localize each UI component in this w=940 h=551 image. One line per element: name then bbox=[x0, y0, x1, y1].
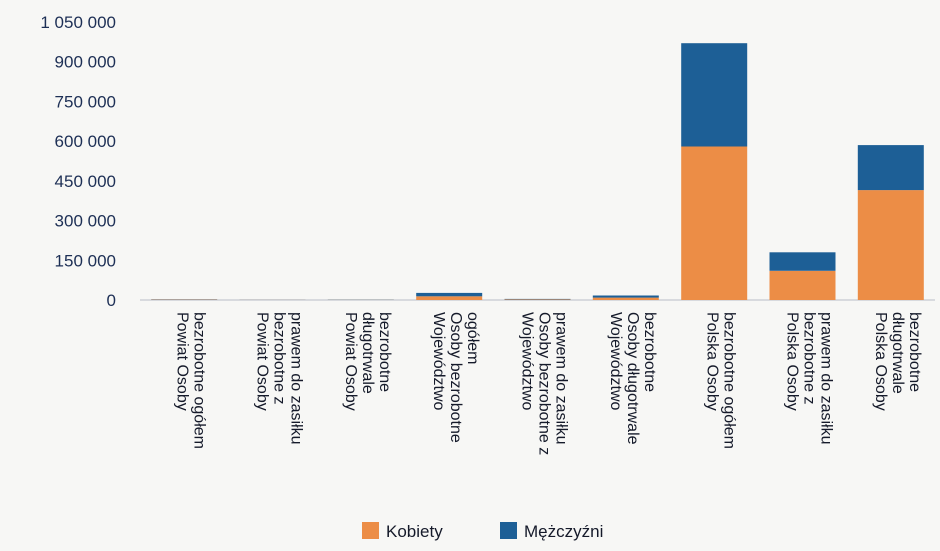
x-category-label: Powiat Osoby długotrwale bezrobotne bbox=[342, 312, 393, 411]
x-tick-label: długotrwale bbox=[359, 312, 376, 394]
x-tick-label: bezrobotne bbox=[376, 312, 393, 392]
x-category-label: Powiat Osoby bezrobotne z prawem do zasiłk… bbox=[254, 312, 305, 445]
y-tick-label: 750 000 bbox=[55, 92, 116, 111]
x-category-label: Polska Osoby bezrobotne z prawem do zasiłk… bbox=[784, 312, 835, 445]
bar-mezczyzni bbox=[592, 295, 659, 298]
x-tick-label: Województwo bbox=[607, 312, 624, 411]
y-tick-label: 1 050 000 bbox=[40, 13, 116, 32]
bar-kobiety bbox=[769, 270, 836, 300]
x-category-label: Województwo Osoby bezrobotne ogółem bbox=[430, 312, 481, 443]
x-tick-label: Polska Osoby bbox=[704, 312, 721, 411]
x-tick-label: Osoby bezrobotne z bbox=[536, 312, 553, 455]
y-tick-label: 0 bbox=[107, 291, 116, 310]
y-tick-label: 900 000 bbox=[55, 53, 116, 72]
bar-mezczyzni bbox=[857, 145, 924, 191]
y-tick-label: 600 000 bbox=[55, 132, 116, 151]
x-tick-label: Powiat Osoby bbox=[342, 312, 359, 411]
x-tick-label: bezrobotne z bbox=[271, 312, 288, 405]
x-category-label: Powiat Osoby bezrobotne ogółem bbox=[174, 312, 208, 449]
x-tick-label: Powiat Osoby bbox=[254, 312, 271, 411]
x-tick-label: Osoby długotrwale bbox=[624, 312, 641, 445]
bar-kobiety bbox=[592, 297, 659, 300]
x-tick-label: bezrobotne bbox=[641, 312, 658, 392]
bar-kobiety bbox=[504, 299, 571, 300]
x-tick-label: bezrobotne ogółem bbox=[191, 312, 208, 449]
x-tick-label: prawem do zasiłku bbox=[553, 312, 570, 445]
x-tick-label: Polska Osoby bbox=[784, 312, 801, 411]
x-tick-label: prawem do zasiłku bbox=[818, 312, 835, 445]
bar-kobiety bbox=[681, 146, 748, 300]
x-category-label: Polska Osoby bezrobotne ogółem bbox=[704, 312, 738, 449]
x-tick-label: Województwo bbox=[430, 312, 447, 411]
bar-mezczyzni bbox=[681, 43, 748, 147]
x-tick-label: bezrobotne bbox=[906, 312, 923, 392]
legend-label: Kobiety bbox=[386, 522, 443, 541]
x-category-label: Województwo Osoby długotrwale bezrobotne bbox=[607, 312, 658, 445]
x-tick-label: Polska Osoby bbox=[872, 312, 889, 411]
x-tick-label: prawem do zasiłku bbox=[288, 312, 305, 445]
y-tick-label: 450 000 bbox=[55, 172, 116, 191]
legend-swatch-kobiety bbox=[362, 522, 379, 539]
y-tick-label: 150 000 bbox=[55, 251, 116, 270]
bar-kobiety bbox=[416, 296, 483, 300]
bar-mezczyzni bbox=[416, 292, 483, 297]
x-tick-label: bezrobotne z bbox=[801, 312, 818, 405]
x-tick-label: Województwo bbox=[519, 312, 536, 411]
x-tick-label: długotrwale bbox=[889, 312, 906, 394]
bar-kobiety bbox=[857, 190, 924, 300]
x-category-label: Województwo Osoby bezrobotne z prawem do z… bbox=[519, 312, 570, 455]
x-category-label: Polska Osoby długotrwale bezrobotne bbox=[872, 312, 923, 411]
y-tick-label: 300 000 bbox=[55, 212, 116, 231]
x-tick-label: bezrobotne ogółem bbox=[721, 312, 738, 449]
x-tick-label: ogółem bbox=[464, 312, 481, 364]
x-tick-label: Osoby bezrobotne bbox=[447, 312, 464, 443]
legend-swatch-mezczyzni bbox=[500, 522, 517, 539]
x-tick-label: Powiat Osoby bbox=[174, 312, 191, 411]
bar-mezczyzni bbox=[769, 252, 836, 271]
bar-mezczyzni bbox=[504, 298, 571, 300]
legend-label: Mężczyźni bbox=[524, 522, 603, 541]
